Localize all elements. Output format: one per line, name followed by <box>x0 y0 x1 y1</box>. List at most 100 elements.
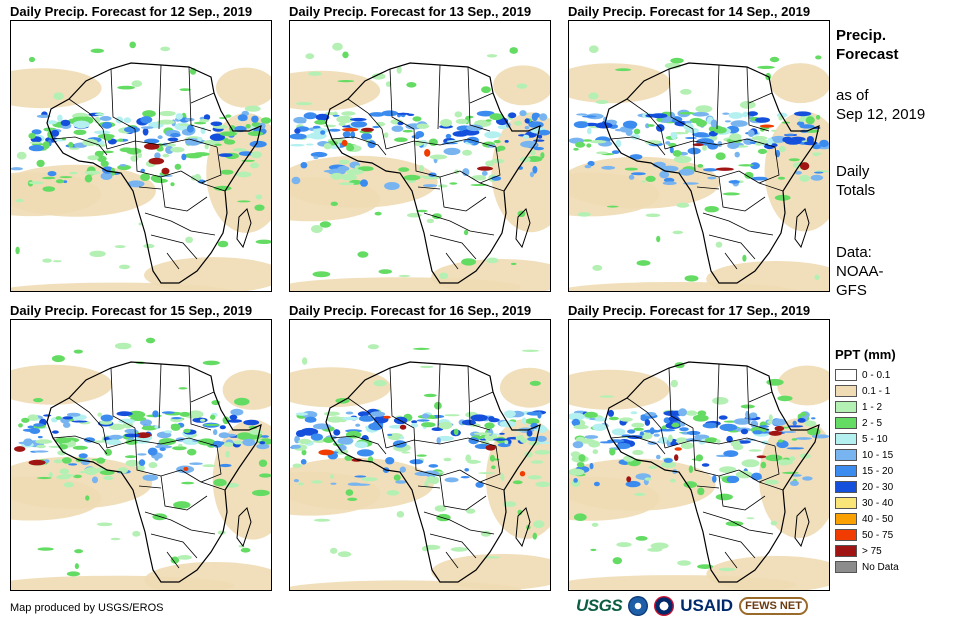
country-border <box>758 146 780 184</box>
precip-cell <box>670 379 678 388</box>
precip-cell <box>371 73 386 80</box>
country-border <box>626 397 666 449</box>
precip-cell <box>136 432 151 439</box>
precip-cell <box>152 410 159 418</box>
country-border <box>188 365 212 431</box>
country-border <box>664 138 776 150</box>
precip-cell <box>794 171 802 175</box>
precip-cell <box>486 54 498 58</box>
country-border <box>144 212 216 236</box>
precip-cell <box>431 427 444 431</box>
precip-cell <box>164 430 173 434</box>
precip-cell <box>485 131 497 139</box>
precip-cell <box>591 522 599 527</box>
country-border <box>150 533 198 559</box>
precip-cell <box>578 454 586 462</box>
panel-title-6: Daily Precip. Forecast for 17 Sep., 2019 <box>568 303 811 318</box>
precip-cell <box>312 125 321 129</box>
precip-cell <box>609 448 616 456</box>
legend-swatch <box>835 433 857 445</box>
precip-cell <box>426 218 435 224</box>
country-border <box>144 511 216 535</box>
precip-cell <box>354 441 368 449</box>
precip-cell <box>84 170 101 175</box>
precip-cell <box>669 146 674 154</box>
precip-cell <box>658 428 676 432</box>
precip-cell <box>244 105 261 112</box>
precip-cell <box>116 411 133 417</box>
precip-cell <box>138 459 146 466</box>
precip-cell <box>429 154 448 160</box>
precip-cell <box>368 112 385 117</box>
precip-cell <box>130 155 139 162</box>
precip-cell <box>799 162 810 171</box>
precip-cell <box>741 459 760 468</box>
data-line-3: GFS <box>836 282 867 299</box>
precip-cell <box>516 83 528 89</box>
dry-area <box>499 367 550 408</box>
precip-cell <box>15 198 24 203</box>
precip-cell <box>644 477 652 481</box>
precip-cell <box>358 166 374 172</box>
precip-cell <box>182 438 197 445</box>
precip-cell <box>570 451 581 458</box>
precip-cell <box>710 119 718 128</box>
precip-cell <box>438 184 448 188</box>
precip-cell <box>213 429 218 436</box>
precip-cell <box>114 245 126 249</box>
precip-cell <box>347 482 362 486</box>
precip-cell <box>35 439 53 444</box>
precip-cell <box>360 179 368 187</box>
precip-cell <box>727 142 739 149</box>
precip-cell <box>96 522 113 527</box>
precip-cell <box>381 110 399 117</box>
precip-cell <box>811 417 816 420</box>
precip-cell <box>387 433 393 436</box>
precip-cell <box>422 184 438 188</box>
precip-cell <box>454 111 463 118</box>
precip-cell <box>185 138 201 146</box>
precip-cell <box>210 414 216 420</box>
precip-cell <box>452 131 469 137</box>
precip-cell <box>615 139 622 148</box>
precip-cell <box>740 404 755 409</box>
precip-cell <box>28 144 45 152</box>
precip-cell <box>247 131 264 137</box>
precip-cell <box>529 380 541 386</box>
legend-title: PPT (mm) <box>835 347 896 362</box>
precip-cell <box>767 137 773 146</box>
precip-cell <box>55 179 64 184</box>
precip-cell <box>72 445 88 450</box>
precip-cell <box>810 174 823 181</box>
precip-cell <box>373 380 387 387</box>
precip-cell <box>799 174 811 182</box>
panel-title-3: Daily Precip. Forecast for 14 Sep., 2019 <box>568 4 811 19</box>
precip-cell <box>97 412 102 417</box>
precip-cell <box>449 182 458 185</box>
precip-cell <box>577 212 591 217</box>
precip-cell <box>751 176 768 181</box>
precip-cell <box>118 418 135 424</box>
precip-cell <box>522 134 530 139</box>
precip-cell <box>599 395 615 398</box>
precip-cell <box>170 182 175 187</box>
precip-cell <box>302 411 318 419</box>
forecast-map-3 <box>568 20 830 292</box>
precip-cell <box>478 472 495 475</box>
country-border <box>668 367 694 429</box>
heading-line-2: Forecast <box>836 46 899 63</box>
precip-cell <box>399 424 407 430</box>
precip-cell <box>645 213 661 218</box>
precip-cell <box>718 415 728 420</box>
precip-cell <box>347 497 358 501</box>
precip-cell <box>91 476 99 484</box>
precip-cell <box>616 442 631 450</box>
precip-cell <box>259 473 271 478</box>
precip-cell <box>712 397 729 405</box>
precip-cell <box>438 421 453 430</box>
precip-cell <box>647 441 657 445</box>
precip-cell <box>225 114 232 118</box>
legend-swatch <box>835 497 857 509</box>
precip-cell <box>249 429 263 435</box>
precip-cell <box>174 163 182 170</box>
